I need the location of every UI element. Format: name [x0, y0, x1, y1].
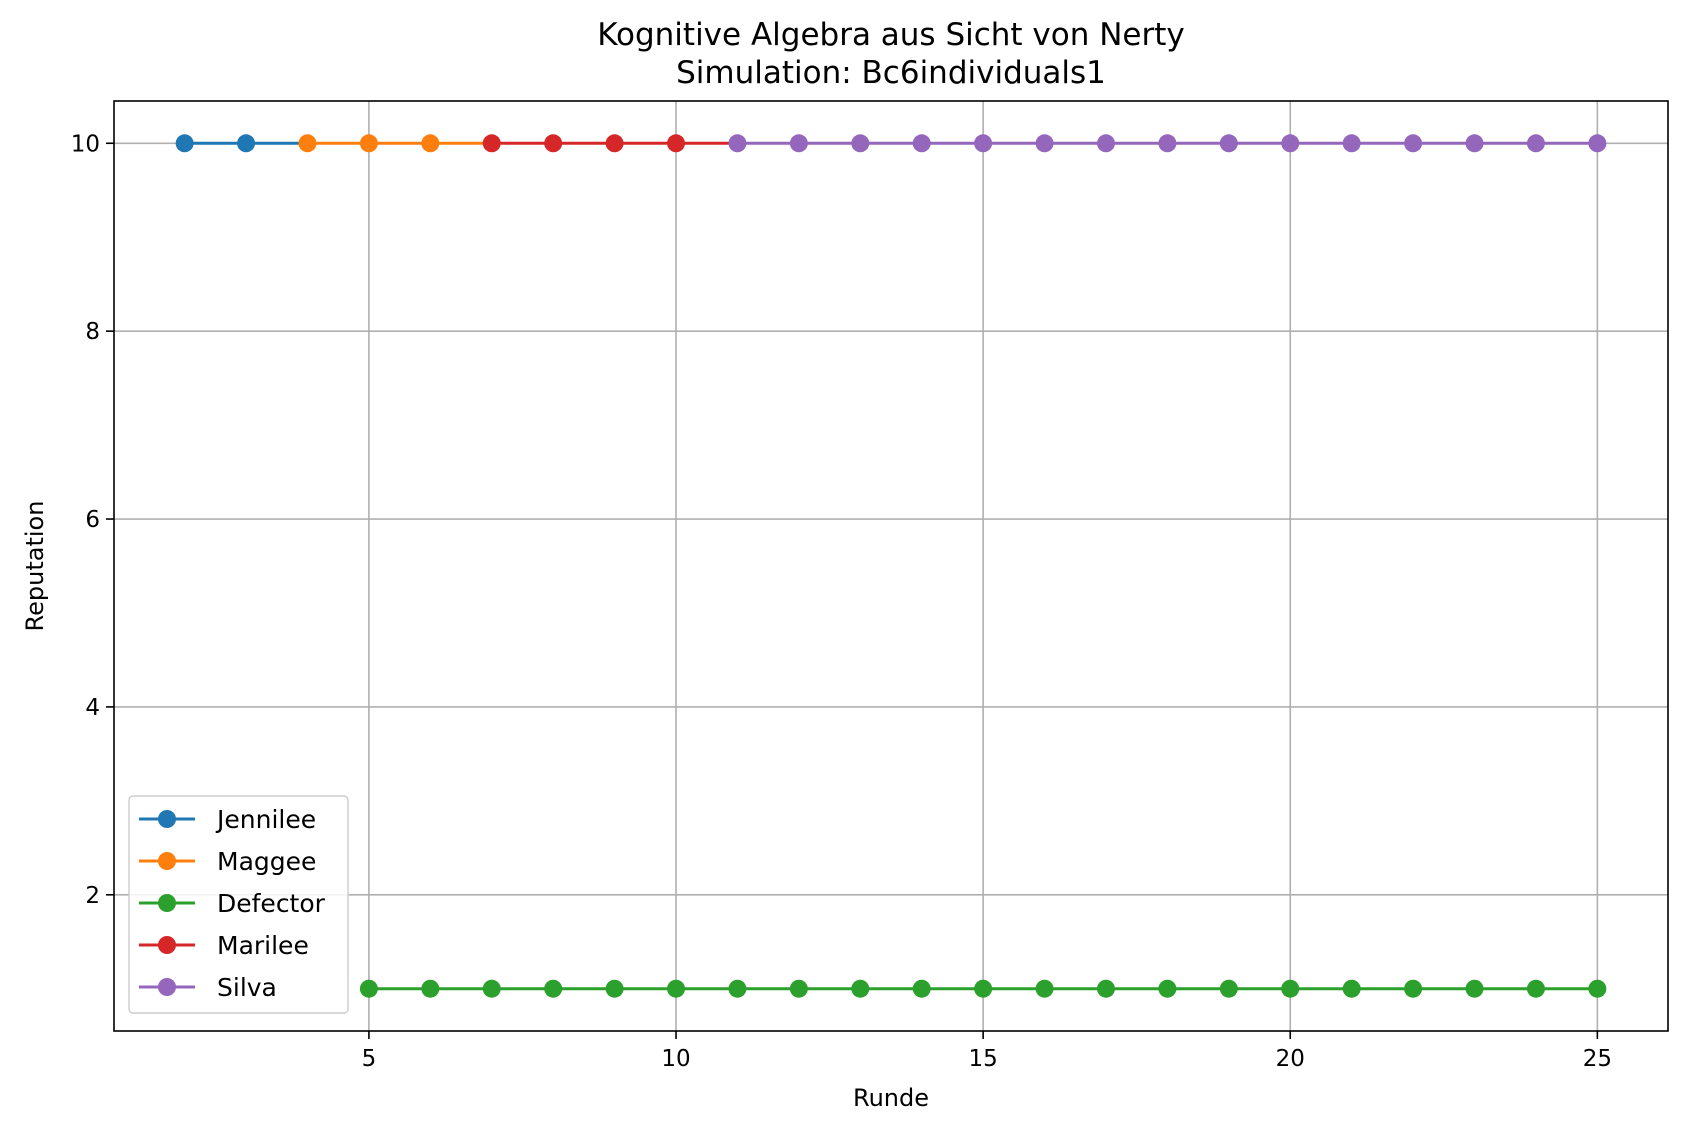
data-point-defector	[667, 979, 686, 998]
data-point-marilee	[482, 134, 501, 153]
data-point-defector	[1404, 979, 1423, 998]
legend-marker-maggee	[158, 852, 176, 870]
data-point-defector	[1035, 979, 1054, 998]
data-point-maggee	[421, 134, 440, 153]
legend-label-maggee: Maggee	[217, 847, 316, 876]
x-tick-label: 5	[362, 1046, 377, 1072]
data-point-defector	[1281, 979, 1300, 998]
data-point-defector	[912, 979, 931, 998]
data-point-defector	[1465, 979, 1484, 998]
plot-frame	[113, 100, 1669, 1032]
data-point-silva	[1281, 134, 1300, 153]
legend-item-maggee: Maggee	[139, 847, 316, 876]
y-axis-label: Reputation	[21, 501, 49, 632]
data-point-defector	[1588, 979, 1607, 998]
y-tick-label: 8	[85, 319, 100, 345]
data-point-silva	[974, 134, 993, 153]
data-point-defector	[1158, 979, 1177, 998]
series-maggee	[298, 134, 492, 153]
legend-marker-marilee	[158, 936, 176, 954]
data-point-marilee	[605, 134, 624, 153]
legend-marker-defector	[158, 894, 176, 912]
axis-ticks: 5 10 15 20 25 2 4 6 8 10	[71, 131, 1612, 1072]
legend-marker-silva	[158, 978, 176, 996]
data-point-silva	[789, 134, 808, 153]
data-point-marilee	[667, 134, 686, 153]
data-point-defector	[728, 979, 747, 998]
data-point-silva	[1526, 134, 1545, 153]
legend-marker-jennilee	[158, 810, 176, 828]
data-point-defector	[359, 979, 378, 998]
y-tick-label: 2	[85, 883, 100, 909]
x-tick-label: 10	[661, 1046, 690, 1072]
series-jennilee	[175, 134, 308, 153]
data-point-defector	[421, 979, 440, 998]
data-point-silva	[1158, 134, 1177, 153]
y-tick-label: 10	[71, 131, 100, 157]
data-point-silva	[912, 134, 931, 153]
x-tick-label: 20	[1276, 1046, 1305, 1072]
legend-box	[128, 795, 349, 1014]
legend-label-marilee: Marilee	[217, 931, 309, 960]
data-point-marilee	[544, 134, 563, 153]
data-point-silva	[851, 134, 870, 153]
data-point-silva	[1035, 134, 1054, 153]
series-silva	[728, 134, 1607, 153]
legend-item-silva: Silva	[139, 973, 277, 1002]
data-point-defector	[482, 979, 501, 998]
data-point-silva	[1588, 134, 1607, 153]
chart-title: Kognitive Algebra aus Sicht von Nerty	[597, 17, 1185, 53]
data-point-jennilee	[237, 134, 256, 153]
legend-item-marilee: Marilee	[139, 931, 309, 960]
data-point-defector	[974, 979, 993, 998]
x-axis-label: Runde	[853, 1084, 929, 1112]
data-point-defector	[544, 979, 563, 998]
data-point-defector	[1096, 979, 1115, 998]
data-point-jennilee	[175, 134, 194, 153]
legend-item-jennilee: Jennilee	[139, 805, 316, 834]
data-point-defector	[1526, 979, 1545, 998]
series-marilee	[482, 134, 738, 153]
data-point-maggee	[298, 134, 317, 153]
legend-label-silva: Silva	[217, 973, 277, 1002]
data-point-silva	[1096, 134, 1115, 153]
data-point-defector	[789, 979, 808, 998]
data-point-silva	[1342, 134, 1361, 153]
series-defector	[359, 979, 1607, 998]
legend-label-jennilee: Jennilee	[215, 805, 316, 834]
legend: Jennilee Maggee Defector Marilee Silva	[128, 795, 349, 1014]
data-point-silva	[1404, 134, 1423, 153]
legend-label-defector: Defector	[217, 889, 326, 918]
chart-subtitle: Simulation: Bc6individuals1	[676, 55, 1106, 91]
data-point-silva	[1219, 134, 1238, 153]
series-layer	[175, 134, 1607, 998]
data-point-maggee	[359, 134, 378, 153]
x-tick-label: 15	[968, 1046, 997, 1072]
data-point-defector	[1219, 979, 1238, 998]
x-tick-label: 25	[1583, 1046, 1612, 1072]
data-point-silva	[728, 134, 747, 153]
y-tick-label: 4	[85, 695, 100, 721]
data-point-defector	[1342, 979, 1361, 998]
legend-item-defector: Defector	[139, 889, 326, 918]
data-point-silva	[1465, 134, 1484, 153]
y-tick-label: 6	[85, 507, 100, 533]
data-point-defector	[605, 979, 624, 998]
data-point-defector	[851, 979, 870, 998]
